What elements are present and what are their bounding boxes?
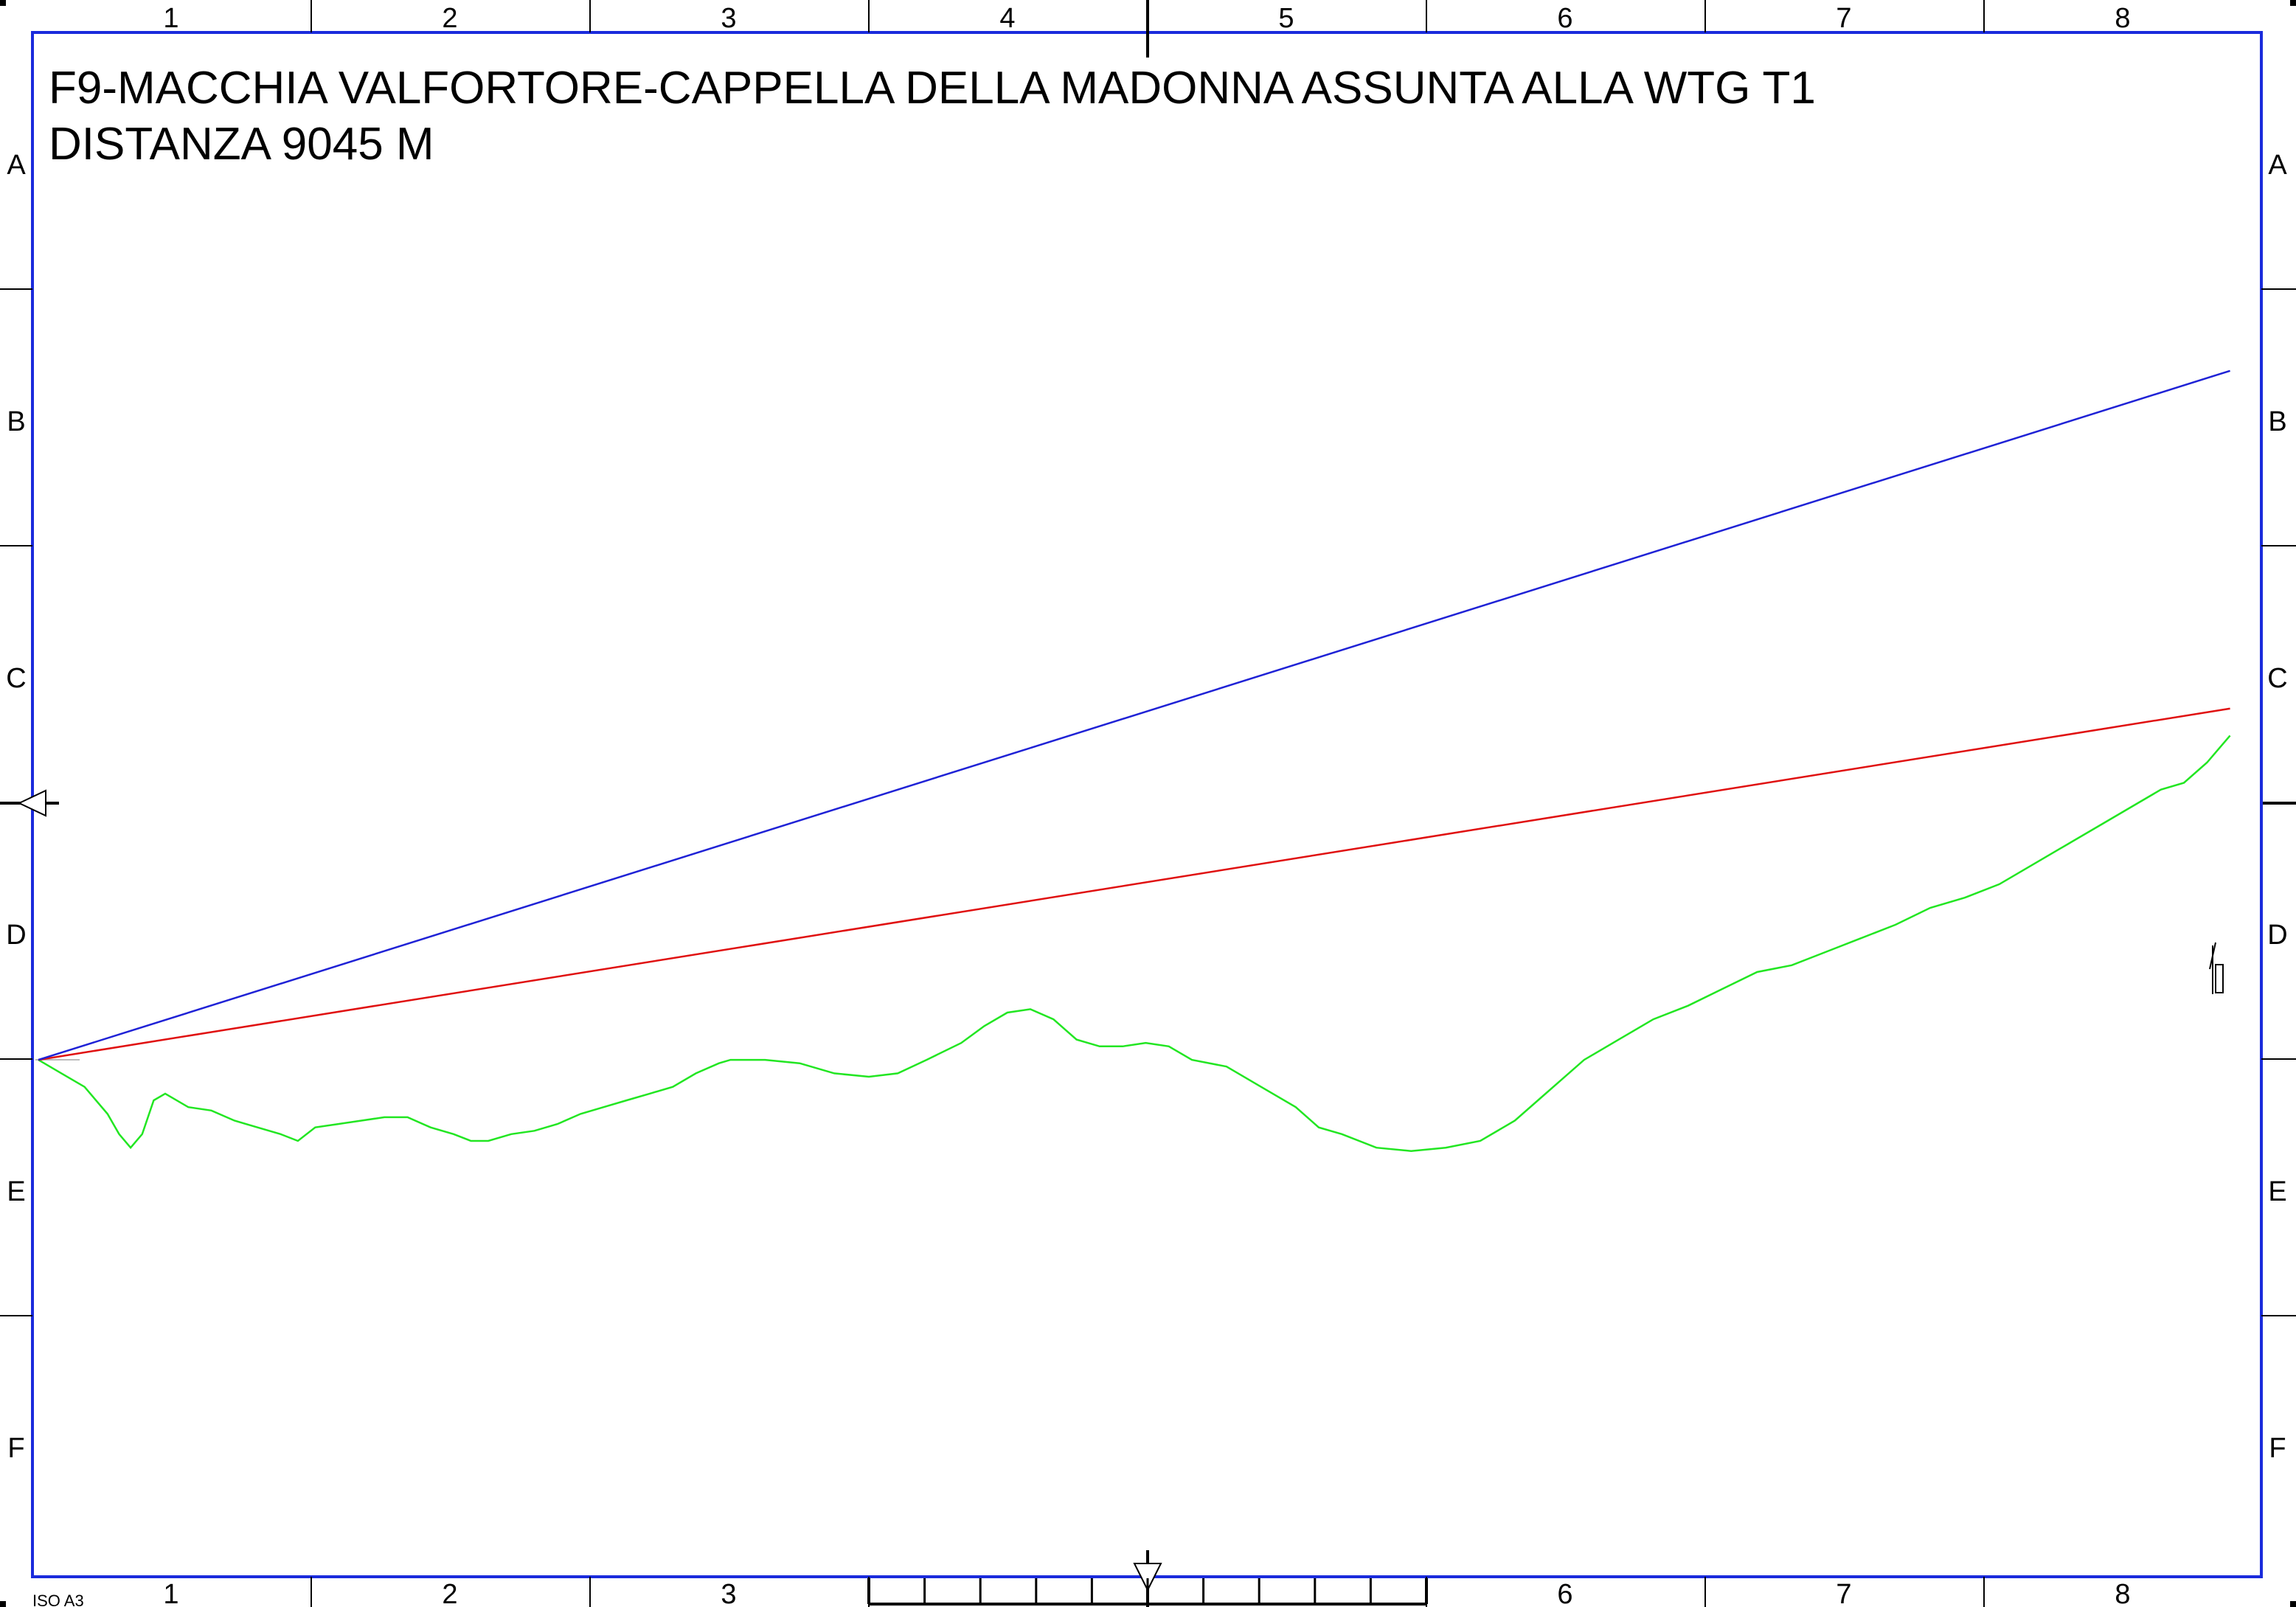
- zone-label-column-top: 4: [999, 3, 1015, 34]
- zone-label-column-top: 3: [721, 3, 736, 34]
- measuring-scale: [867, 1578, 1428, 1606]
- inner-frame: [31, 31, 2263, 1578]
- sight-line: [38, 369, 2230, 1061]
- zone-label-column-top: 6: [1557, 3, 1572, 34]
- zone-label-row-right: B: [2268, 406, 2286, 437]
- zone-label-column-top: 7: [1836, 3, 1851, 34]
- turbine-blade: [2209, 942, 2216, 970]
- zone-label-row-right: A: [2268, 150, 2287, 181]
- turbine-nacelle: [2215, 964, 2224, 993]
- corner-mark-top-right: [2290, 0, 2296, 6]
- orientation-arrow-left-icon: [17, 789, 46, 817]
- paper-format-label: ISO A3: [32, 1592, 84, 1607]
- zone-label-row-left: A: [7, 150, 26, 181]
- zone-label-column-bottom: 2: [442, 1579, 457, 1607]
- zone-label-row-right: F: [2269, 1433, 2286, 1464]
- zone-labels: 1 1 2 2 3 3 4 5 6 6 7 7 8 8 A A B B C C D D E E F F: [6, 3, 2287, 1607]
- zone-label-row-left: F: [7, 1433, 24, 1464]
- zone-label-row-right: C: [2267, 663, 2287, 694]
- reference-line: [38, 707, 2230, 1061]
- zone-label-row-left: B: [7, 406, 25, 437]
- zone-label-column-bottom: 6: [1557, 1579, 1572, 1607]
- zone-label-row-left: D: [6, 920, 26, 951]
- zone-label-row-right: E: [2268, 1176, 2286, 1207]
- orientation-arrow-bottom-icon: [1133, 1563, 1162, 1592]
- zone-label-column-bottom: 3: [721, 1579, 736, 1607]
- corner-mark-bottom-left: [0, 1601, 6, 1607]
- zone-label-column-top: 1: [163, 3, 178, 34]
- zone-label-column-top: 8: [2115, 3, 2130, 34]
- zone-label-column-bottom: 8: [2115, 1579, 2130, 1607]
- zone-label-column-top: 5: [1278, 3, 1294, 34]
- zone-label-column-top: 2: [442, 3, 457, 34]
- zone-label-column-bottom: 1: [163, 1579, 178, 1607]
- wind-turbine-marker: [2209, 942, 2224, 994]
- orientation-arrows: [17, 789, 1162, 1592]
- corner-mark-bottom-right: [2290, 1601, 2296, 1607]
- zone-label-row-left: C: [6, 663, 26, 694]
- drawing-title: F9-MACCHIA VALFORTORE-CAPPELLA DELLA MAD…: [49, 63, 1816, 114]
- zone-label-column-bottom: 7: [1836, 1579, 1851, 1607]
- zone-label-row-left: E: [7, 1176, 25, 1207]
- zone-label-row-right: D: [2267, 920, 2287, 951]
- corner-mark-top-left: [0, 0, 6, 6]
- terrain-profile: [35, 369, 2231, 1152]
- terrain-profile-line: [38, 735, 2231, 1152]
- drawing-distance: DISTANZA 9045 M: [49, 119, 434, 170]
